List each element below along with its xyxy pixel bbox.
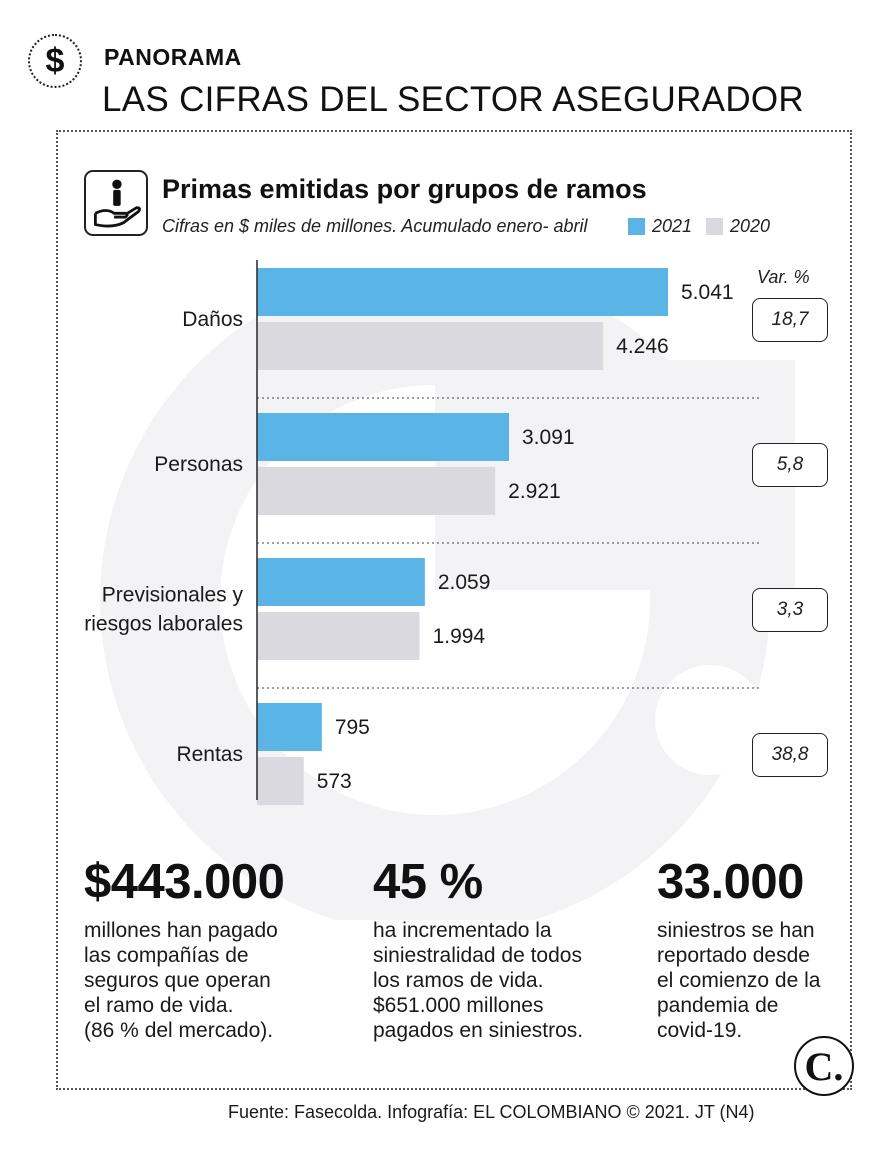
bar-chart: 5.041 4.246 Daños 3.091 2.921 Personas 2.059 1.… xyxy=(84,260,760,805)
category-label: Rentas xyxy=(176,743,243,766)
stat-description: ha incrementado la siniestralidad de tod… xyxy=(373,918,623,1043)
headline: LAS CIFRAS DEL SECTOR ASEGURADOR xyxy=(102,80,804,119)
variation-box: 3,3 xyxy=(752,588,828,632)
stat-line: el comienzo de la xyxy=(657,969,821,992)
category-label: riesgos laborales xyxy=(84,613,243,636)
data-label: 2.059 xyxy=(438,571,491,594)
chart-title: Primas emitidas por grupos de ramos xyxy=(162,174,647,204)
stat-line: pagados en siniestros. xyxy=(373,1019,584,1042)
stat-line: siniestralidad de todos xyxy=(373,944,582,967)
category-label: Personas xyxy=(154,453,243,476)
bar-2021 xyxy=(257,268,668,316)
legend-label-2020: 2020 xyxy=(730,216,771,236)
data-label: 795 xyxy=(335,716,370,739)
bar-2020 xyxy=(257,322,604,370)
variation-box: 38,8 xyxy=(752,733,828,777)
stat-line: $651.000 millones xyxy=(373,994,544,1017)
stat-line: seguros que operan xyxy=(84,969,271,992)
stat-line: pandemia de xyxy=(657,994,779,1017)
stat-description: millones han pagado las compañías de seg… xyxy=(84,918,334,1043)
stat-line: ha incrementado la xyxy=(373,919,552,942)
data-label: 3.091 xyxy=(522,426,575,449)
stat-line: los ramos de vida. xyxy=(373,969,544,992)
data-label: 1.994 xyxy=(433,625,486,648)
data-label: 573 xyxy=(317,770,352,793)
stat-line: las compañías de xyxy=(84,944,249,967)
chart-subtitle: Cifras en $ miles de millones. Acumulado… xyxy=(162,216,588,236)
stat-line: reportado desde xyxy=(657,944,810,967)
legend-swatch-2020 xyxy=(706,218,723,235)
legend-item-2021: 2021 xyxy=(628,216,692,237)
dollar-icon: $ xyxy=(28,34,82,88)
legend-item-2020: 2020 xyxy=(706,216,770,237)
stat-value: $443.000 xyxy=(84,855,285,909)
kicker: PANORAMA xyxy=(104,44,242,70)
stat-line: millones han pagado xyxy=(84,919,278,942)
variation-box: 5,8 xyxy=(752,443,828,487)
bar-2021 xyxy=(257,703,322,751)
stat-description: siniestros se han reportado desde el com… xyxy=(657,918,837,1043)
bar-2021 xyxy=(257,413,510,461)
source-credit: Fuente: Fasecolda. Infografía: EL COLOMB… xyxy=(228,1102,755,1122)
stat-line: covid-19. xyxy=(657,1019,743,1042)
bar-2020 xyxy=(257,612,420,660)
bar-2020 xyxy=(257,757,304,805)
stat-value: 45 % xyxy=(373,855,483,909)
stat-line: siniestros se han xyxy=(657,919,815,942)
stat-line: (86 % del mercado). xyxy=(84,1019,274,1042)
hand-holding-person-icon xyxy=(84,170,148,236)
data-label: 5.041 xyxy=(681,281,734,304)
legend-label-2021: 2021 xyxy=(652,216,693,236)
category-label: Daños xyxy=(182,308,243,331)
bar-2021 xyxy=(257,558,425,606)
variation-header: Var. % xyxy=(757,267,810,287)
data-label: 4.246 xyxy=(616,335,669,358)
content-frame xyxy=(56,130,852,1090)
data-label: 2.921 xyxy=(508,480,561,503)
stat-value: 33.000 xyxy=(657,855,804,909)
variation-box: 18,7 xyxy=(752,298,828,342)
category-label: Previsionales y xyxy=(102,584,244,607)
stat-line: el ramo de vida. xyxy=(84,994,234,1017)
bar-2020 xyxy=(257,467,496,515)
el-colombiano-logo: C. xyxy=(794,1036,854,1096)
legend-swatch-2021 xyxy=(628,218,645,235)
